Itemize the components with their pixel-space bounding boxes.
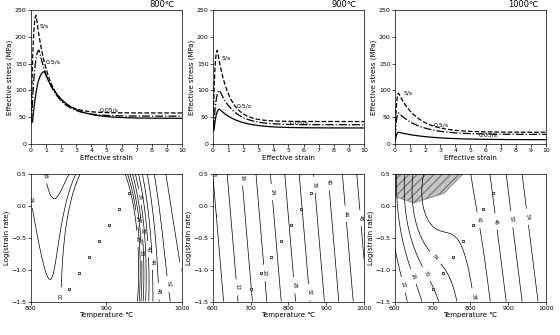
Text: 38: 38 (470, 293, 476, 300)
X-axis label: Effective strain: Effective strain (262, 155, 315, 160)
Text: 48: 48 (156, 288, 161, 294)
Text: 20: 20 (59, 292, 64, 299)
Text: 34: 34 (431, 254, 439, 262)
Y-axis label: Effective stress (MPa): Effective stress (MPa) (189, 40, 195, 115)
Text: 46: 46 (493, 218, 499, 225)
X-axis label: Temperature ℃: Temperature ℃ (80, 312, 133, 318)
Text: 24: 24 (28, 197, 34, 204)
Text: 48: 48 (358, 215, 363, 221)
Text: 56: 56 (178, 267, 184, 273)
Text: 0.05/s: 0.05/s (479, 133, 498, 138)
Text: 50: 50 (509, 216, 515, 223)
Text: 32: 32 (139, 228, 145, 234)
Text: 900℃: 900℃ (332, 0, 356, 9)
Text: 12: 12 (234, 284, 240, 291)
Text: 24: 24 (269, 189, 274, 195)
X-axis label: Effective strain: Effective strain (444, 155, 497, 160)
Text: 44: 44 (343, 210, 348, 217)
X-axis label: Temperature ℃: Temperature ℃ (262, 312, 315, 318)
Text: 0.05/s: 0.05/s (289, 120, 308, 125)
Polygon shape (395, 174, 463, 203)
Text: 40: 40 (146, 246, 151, 252)
Y-axis label: Log(strain rate): Log(strain rate) (186, 211, 192, 265)
X-axis label: Effective strain: Effective strain (80, 155, 133, 160)
Text: 5/s: 5/s (403, 91, 412, 96)
Text: 52: 52 (165, 281, 171, 287)
Text: 0.5/s: 0.5/s (236, 104, 251, 109)
Text: 28: 28 (41, 172, 48, 179)
Text: 8: 8 (210, 173, 216, 177)
Text: 32: 32 (306, 289, 312, 295)
Text: 22: 22 (400, 281, 407, 288)
Text: 16: 16 (239, 174, 245, 181)
Text: 42: 42 (475, 217, 482, 224)
Text: 20: 20 (135, 236, 140, 242)
Text: 26: 26 (410, 273, 417, 280)
Text: 0.05/s: 0.05/s (100, 108, 119, 113)
Y-axis label: Log(strain rate): Log(strain rate) (368, 211, 374, 265)
Text: 0.5/s: 0.5/s (433, 122, 449, 127)
Y-axis label: Effective stress (MPa): Effective stress (MPa) (371, 40, 377, 115)
Text: 28: 28 (139, 250, 144, 256)
Text: 5/s: 5/s (221, 55, 230, 60)
X-axis label: Temperature ℃: Temperature ℃ (444, 312, 497, 318)
Text: 40: 40 (326, 179, 332, 186)
Text: 36: 36 (137, 193, 143, 200)
Text: 30: 30 (423, 270, 430, 278)
Text: 0.5/s: 0.5/s (45, 59, 60, 64)
Text: 5/s: 5/s (40, 23, 49, 28)
Y-axis label: Log(strain rate): Log(strain rate) (4, 211, 10, 265)
Text: 54: 54 (525, 213, 530, 220)
Y-axis label: Effective stress (MPa): Effective stress (MPa) (7, 40, 13, 115)
Text: 800℃: 800℃ (149, 0, 175, 9)
Text: 24: 24 (134, 215, 140, 222)
Text: 36: 36 (312, 182, 318, 188)
Text: 44: 44 (150, 258, 155, 265)
Text: 1000℃: 1000℃ (508, 0, 539, 9)
Text: 28: 28 (291, 282, 297, 288)
Text: 20: 20 (262, 270, 267, 276)
